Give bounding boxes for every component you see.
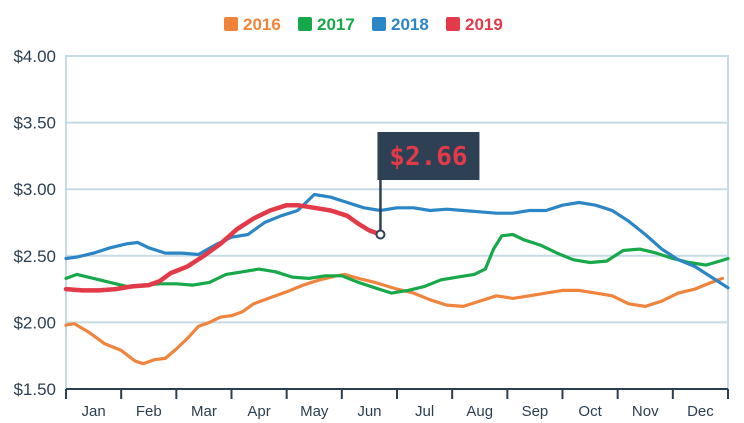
y-tick-label: $3.50	[13, 114, 56, 133]
legend-swatch-2019	[446, 17, 460, 31]
x-axis: Jan Feb Mar Apr May Jun Jul Aug Sep Oct Nov Dec	[65, 388, 729, 420]
legend-swatch-2016	[224, 17, 238, 31]
x-tick-label: Feb	[136, 403, 162, 420]
series-line-2016	[64, 272, 725, 366]
y-tick-label: $2.50	[13, 247, 56, 266]
x-tick-label: Aug	[466, 403, 493, 420]
y-tick-label: $2.00	[13, 313, 56, 332]
series-lines	[63, 192, 730, 366]
x-tick-label: Jan	[81, 403, 105, 420]
legend-label-2016: 2016	[243, 15, 281, 34]
y-tick-label: $1.50	[13, 380, 56, 399]
y-axis: $1.50 $2.00 $2.50 $3.00 $3.50 $4.00	[13, 47, 56, 399]
series-line-2018	[64, 192, 730, 290]
x-tick-label: Oct	[578, 403, 602, 420]
x-tick-label: Jul	[415, 403, 434, 420]
annotation-marker	[375, 229, 386, 240]
x-tick-label: Dec	[687, 403, 714, 420]
x-tick-label: Jun	[357, 403, 381, 420]
legend-label-2019: 2019	[465, 15, 503, 34]
y-tick-label: $4.00	[13, 47, 56, 66]
legend-label-2017: 2017	[317, 15, 355, 34]
price-annotation: $2.66	[375, 132, 480, 240]
annotation-flag	[377, 132, 480, 180]
series-line-2017	[64, 232, 730, 295]
x-tick-label: May	[300, 403, 329, 420]
annotation-label: $2.66	[389, 142, 467, 172]
x-tick-label: Nov	[632, 403, 659, 420]
series-line-2019	[63, 202, 383, 293]
legend-label-2018: 2018	[391, 15, 429, 34]
chart-legend: 2016 2017 2018 2019	[224, 15, 503, 34]
x-tick-label: Mar	[191, 403, 217, 420]
legend-swatch-2018	[372, 17, 386, 31]
y-tick-label: $3.00	[13, 180, 56, 199]
legend-swatch-2017	[298, 17, 312, 31]
x-tick-label: Sep	[522, 403, 549, 420]
x-tick-label: Apr	[247, 403, 270, 420]
